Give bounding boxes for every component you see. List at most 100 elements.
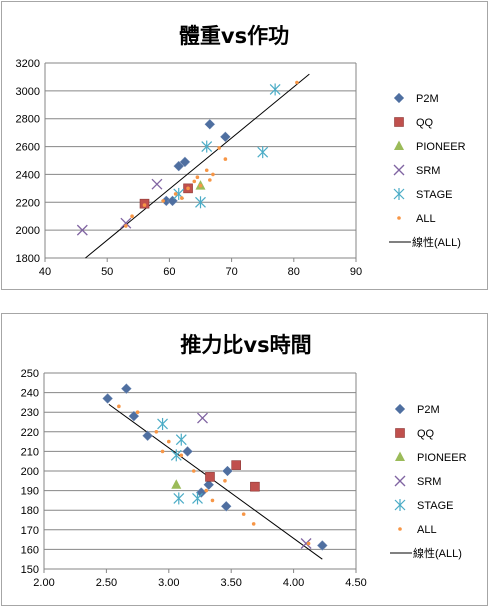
series-all bbox=[124, 80, 299, 228]
data-point-all bbox=[186, 186, 190, 191]
y-tick-label: 150 bbox=[21, 564, 39, 576]
x-tick-label: 3.00 bbox=[158, 577, 179, 589]
series-qq bbox=[205, 460, 260, 492]
legend-label: ALL bbox=[416, 213, 436, 225]
legend-label: QQ bbox=[417, 428, 435, 440]
y-tick-label: 220 bbox=[21, 427, 39, 439]
data-point-qq bbox=[250, 481, 260, 492]
data-point-all bbox=[192, 179, 197, 184]
data-point-p2m bbox=[220, 131, 231, 143]
trendline-all bbox=[108, 403, 323, 560]
legend-marker-p2m bbox=[393, 92, 405, 104]
legend-marker-p2m bbox=[394, 403, 406, 415]
chart-panel-thrust-time: 推力比vs時間 150 160 170 180 190 200 210 220 230 240 250… bbox=[1, 313, 488, 606]
data-point-stage bbox=[201, 140, 213, 153]
series-p2m bbox=[102, 383, 328, 551]
series-p2m bbox=[160, 118, 231, 207]
legend-marker-srm bbox=[393, 164, 405, 176]
y-tick-label: 200 bbox=[21, 466, 39, 478]
legend-marker-pioneer bbox=[394, 140, 404, 150]
trendline-all bbox=[85, 73, 310, 259]
y-tick-label: 2600 bbox=[16, 142, 40, 154]
data-point-all bbox=[204, 168, 209, 173]
data-point-p2m bbox=[316, 540, 328, 551]
y-tick-label: 3000 bbox=[16, 86, 40, 98]
data-point-p2m bbox=[222, 465, 233, 477]
data-point-all bbox=[251, 522, 256, 526]
x-tick-label: 4.00 bbox=[283, 577, 304, 589]
series-pioneer bbox=[171, 479, 182, 489]
thrust-vs-time-chart: 推力比vs時間 150 160 170 180 190 200 210 220 230 240 250… bbox=[21, 333, 467, 589]
data-point-all bbox=[135, 410, 140, 414]
legend-marker-stage bbox=[393, 188, 405, 200]
data-point-all bbox=[198, 183, 203, 188]
data-point-stage bbox=[269, 83, 281, 96]
data-point-all bbox=[211, 172, 215, 177]
data-point-pioneer bbox=[171, 479, 182, 489]
series-stage bbox=[157, 417, 203, 505]
legend-marker-all bbox=[397, 216, 401, 220]
data-point-all bbox=[295, 80, 299, 85]
x-tick-label: 80 bbox=[288, 266, 300, 278]
data-point-all bbox=[191, 469, 196, 473]
data-point-all bbox=[223, 157, 228, 161]
y-tick-label: 1800 bbox=[16, 253, 40, 265]
legend: P2M QQ PIONEER SRM STAGE ALL 線性(ALL) bbox=[389, 92, 466, 249]
series-srm bbox=[197, 412, 312, 549]
legend-label: STAGE bbox=[416, 189, 452, 201]
legend: P2M QQ PIONEER SRM STAGE ALL 線性(ALL) bbox=[390, 403, 467, 560]
data-point-stage bbox=[157, 417, 168, 430]
data-point-all bbox=[161, 199, 165, 203]
data-point-p2m bbox=[203, 479, 215, 491]
series-stage bbox=[173, 83, 281, 209]
data-point-p2m bbox=[179, 156, 191, 168]
data-point-all bbox=[195, 175, 200, 180]
legend-label: P2M bbox=[416, 93, 439, 105]
legend-label: P2M bbox=[417, 404, 440, 416]
data-point-srm bbox=[120, 217, 132, 229]
legend-label: SRM bbox=[417, 476, 441, 488]
data-point-stage bbox=[257, 146, 269, 159]
y-tick-label: 180 bbox=[21, 505, 39, 517]
y-tick-label: 230 bbox=[21, 407, 39, 419]
data-point-stage bbox=[173, 492, 185, 505]
legend-marker-pioneer bbox=[395, 451, 405, 461]
x-tick-label: 40 bbox=[39, 266, 51, 278]
x-tick-label: 4.50 bbox=[345, 577, 366, 589]
x-tick-label: 90 bbox=[350, 266, 362, 278]
legend-marker-qq bbox=[394, 117, 404, 127]
data-point-srm bbox=[300, 538, 312, 549]
data-point-all bbox=[217, 146, 221, 150]
chart-panel-weight-work: 體重vs作功 1800 2000 2200 2400 2600 2800 3000 3200 40… bbox=[1, 1, 488, 290]
data-point-stage bbox=[170, 449, 182, 462]
data-point-all bbox=[117, 404, 121, 409]
data-point-p2m bbox=[204, 118, 216, 130]
series-srm bbox=[76, 178, 163, 236]
data-point-srm bbox=[197, 412, 208, 424]
y-tick-label: 210 bbox=[21, 446, 39, 458]
data-point-all bbox=[173, 192, 178, 196]
weight-vs-work-chart: 體重vs作功 1800 2000 2200 2400 2600 2800 3000 3200 40… bbox=[16, 24, 466, 278]
y-tick-label: 250 bbox=[21, 368, 39, 380]
x-tick-label: 2.50 bbox=[96, 577, 117, 589]
y-tick-label: 3200 bbox=[16, 58, 40, 70]
y-tick-label: 2400 bbox=[16, 169, 40, 181]
x-tick-label: 3.50 bbox=[220, 577, 241, 589]
data-point-stage bbox=[175, 433, 187, 446]
data-point-p2m bbox=[220, 500, 232, 512]
chart-title: 推力比vs時間 bbox=[180, 333, 311, 357]
data-point-stage bbox=[195, 196, 206, 209]
legend-label: STAGE bbox=[417, 500, 453, 512]
data-point-all bbox=[124, 224, 128, 228]
data-point-all bbox=[180, 196, 184, 200]
data-point-all bbox=[223, 479, 227, 483]
y-tick-label: 2200 bbox=[16, 197, 40, 209]
x-tick-label: 70 bbox=[225, 266, 237, 278]
data-point-all bbox=[204, 488, 209, 493]
data-point-qq bbox=[231, 460, 241, 470]
chart-title: 體重vs作功 bbox=[179, 24, 289, 48]
y-tick-label: 2800 bbox=[16, 114, 40, 126]
data-point-all bbox=[154, 430, 159, 434]
data-point-all bbox=[306, 541, 311, 546]
data-point-all bbox=[142, 203, 147, 207]
